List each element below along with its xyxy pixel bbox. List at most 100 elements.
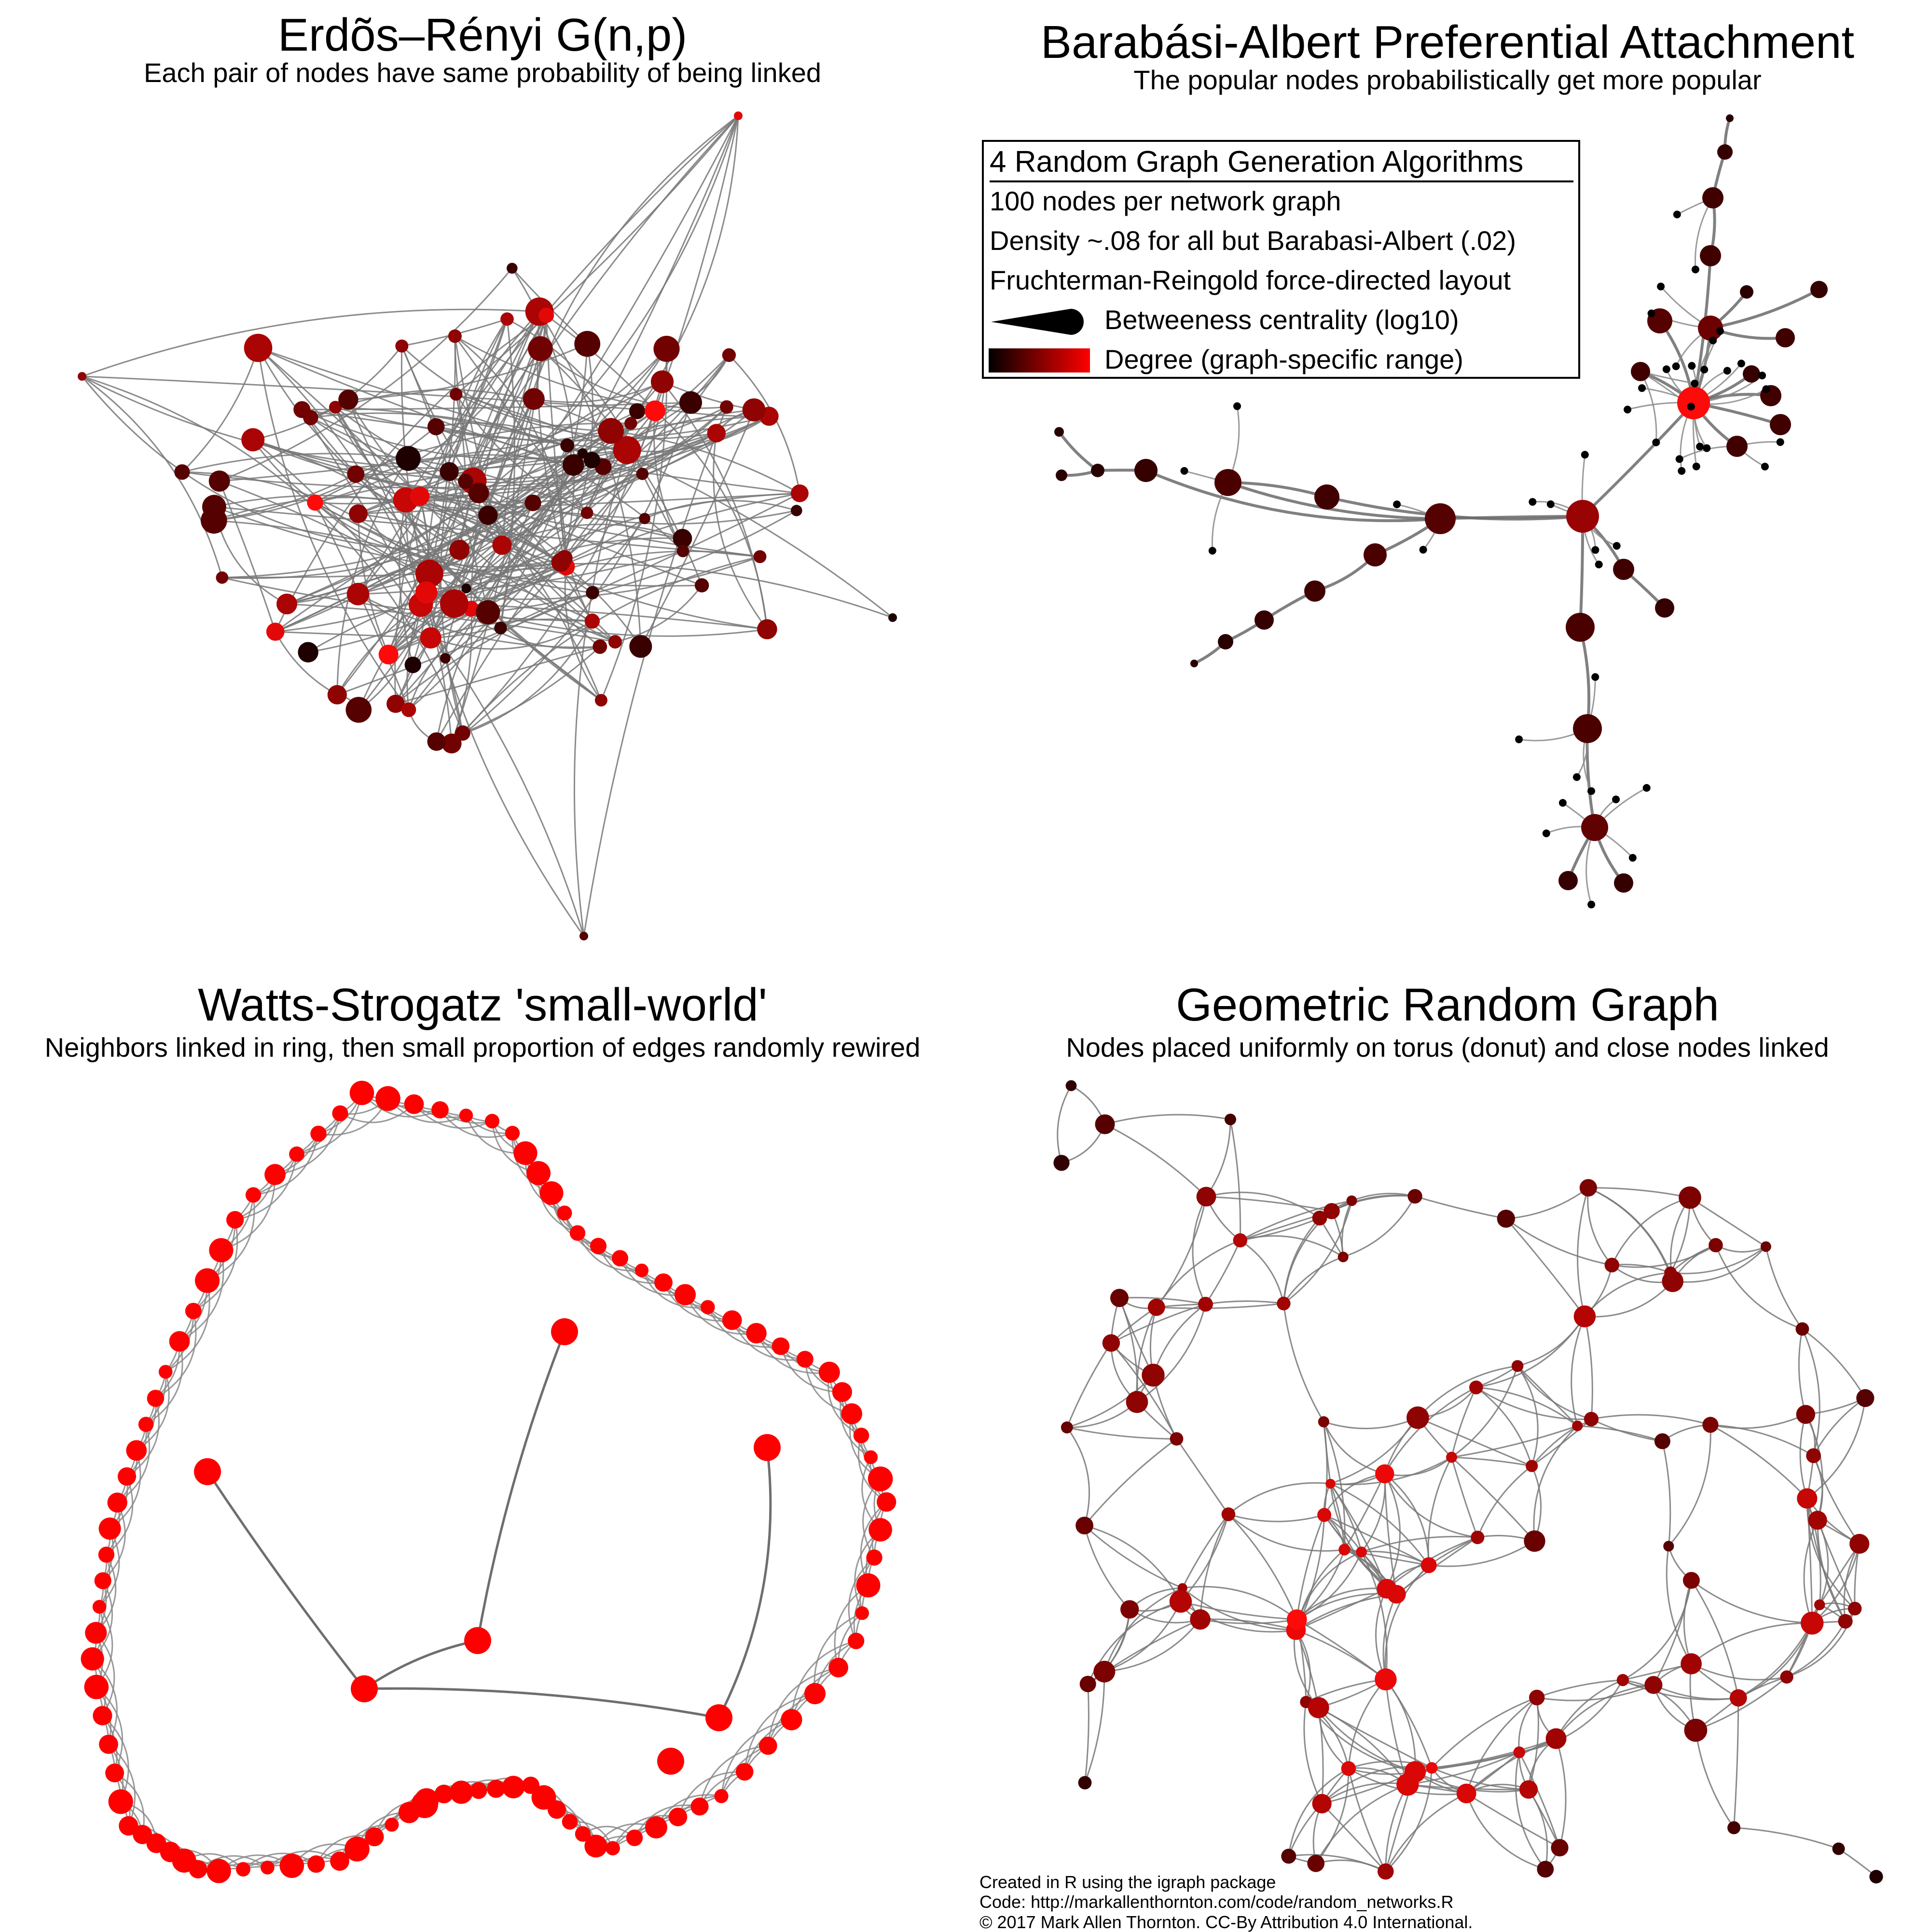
graph-edge xyxy=(619,1257,686,1296)
graph-node xyxy=(1364,543,1387,566)
graph-edge xyxy=(1798,1329,1806,1415)
graph-edge xyxy=(448,318,508,472)
graph-node xyxy=(502,1776,525,1799)
graph-edge xyxy=(1531,1425,1578,1467)
graph-node xyxy=(853,1427,869,1444)
graph-edge xyxy=(1228,1513,1325,1522)
graph-node xyxy=(758,1737,777,1755)
graph-edge xyxy=(336,458,409,695)
graph-node xyxy=(461,583,471,593)
legend-box: 4 Random Graph Generation Algorithms 100… xyxy=(982,140,1580,379)
graph-edge xyxy=(1341,1200,1352,1257)
graph-edge xyxy=(426,318,508,593)
graph-node xyxy=(1546,500,1555,508)
graph-edge xyxy=(413,1104,493,1129)
graph-node xyxy=(1770,414,1791,435)
graph-node xyxy=(1404,1761,1426,1783)
graph-node xyxy=(1304,580,1325,602)
graph-edge xyxy=(1710,1413,1806,1429)
graph-edge xyxy=(1315,1768,1350,1864)
graph-node xyxy=(1687,402,1695,411)
graph-edge xyxy=(1432,1738,1557,1769)
graph-edge xyxy=(654,115,739,411)
graph-node xyxy=(347,465,365,483)
graph-node xyxy=(626,1829,643,1846)
graph-edge xyxy=(358,593,600,648)
graph-node xyxy=(523,388,545,410)
graph-node xyxy=(1558,871,1578,890)
graph-edge xyxy=(713,433,768,630)
graph-node xyxy=(1587,787,1595,795)
graph-node xyxy=(1054,427,1064,437)
graph-node xyxy=(345,1836,370,1862)
graph-node xyxy=(1760,1241,1771,1252)
graph-edge xyxy=(1415,1195,1506,1220)
graph-edge xyxy=(1579,627,1591,729)
graph-node xyxy=(1545,1728,1567,1749)
graph-edge xyxy=(813,1612,863,1694)
graph-node xyxy=(1678,467,1686,475)
graph-node xyxy=(1780,1670,1793,1684)
graph-node xyxy=(507,262,518,274)
graph-edge xyxy=(767,1667,839,1746)
graph-node xyxy=(1308,1697,1329,1719)
graph-edge xyxy=(1451,1457,1478,1538)
graph-edge xyxy=(439,1109,513,1138)
graph-edge xyxy=(1813,1397,1866,1456)
graph-edge xyxy=(1623,1679,1696,1731)
graph-edge xyxy=(1156,1240,1241,1308)
graph-edge xyxy=(1058,431,1099,472)
graph-edge xyxy=(1695,1676,1788,1731)
graph-node xyxy=(395,339,409,353)
graph-edge xyxy=(1429,1540,1535,1567)
graph-node xyxy=(531,1785,556,1810)
graph-edge xyxy=(1431,1697,1537,1768)
graph-edge xyxy=(1182,1587,1296,1631)
barabasi-nodes xyxy=(1054,114,1828,909)
graph-edge xyxy=(1838,1848,1877,1877)
graph-node xyxy=(84,1674,109,1699)
graph-edge xyxy=(641,1270,708,1309)
graph-node xyxy=(245,1187,262,1203)
credits-line-3: © 2017 Mark Allen Thornton. CC-By Attrib… xyxy=(979,1912,1473,1932)
graph-edge xyxy=(275,1113,341,1175)
graph-edge xyxy=(1811,1544,1861,1624)
graph-node xyxy=(1566,500,1599,533)
graph-edge xyxy=(790,1640,856,1720)
graph-edge xyxy=(1465,1697,1538,1794)
graph-edge xyxy=(1715,1245,1803,1330)
graph-edge xyxy=(287,459,593,605)
graph-node xyxy=(1170,1432,1184,1446)
graph-node xyxy=(657,1748,684,1775)
graph-node xyxy=(208,470,230,492)
graph-node xyxy=(1673,210,1681,219)
legend-density: Density ~.08 for all but Barabasi-Albert… xyxy=(990,225,1516,256)
graph-node xyxy=(560,438,575,453)
graph-edge xyxy=(684,1294,757,1335)
graph-node xyxy=(216,571,229,584)
graph-node xyxy=(478,505,498,525)
graph-node xyxy=(1726,436,1748,457)
graph-node xyxy=(1688,362,1696,370)
graph-edge xyxy=(476,1331,566,1641)
graph-edge xyxy=(1612,1244,1716,1268)
graph-node xyxy=(1758,372,1766,380)
graph-node xyxy=(244,333,273,362)
geometric-subtitle: Nodes placed uniformly on torus (donut) … xyxy=(1066,1032,1829,1063)
graph-edge xyxy=(1476,1386,1578,1427)
graph-node xyxy=(1677,386,1710,419)
graph-node xyxy=(1225,1114,1236,1125)
graph-node xyxy=(126,1440,147,1461)
graph-node xyxy=(1595,560,1603,568)
graph-node xyxy=(396,446,421,471)
graph-edge xyxy=(1104,1123,1207,1198)
graph-edge xyxy=(358,492,800,515)
graph-edge xyxy=(1691,1663,1787,1681)
graph-edge xyxy=(1555,1738,1567,1848)
legend-color-gradient xyxy=(989,348,1090,373)
graph-node xyxy=(1644,1676,1663,1694)
legend-title: 4 Random Graph Generation Algorithms xyxy=(990,145,1524,179)
graph-node xyxy=(556,550,573,566)
graph-node xyxy=(583,452,601,469)
graph-edge xyxy=(1384,1473,1478,1538)
